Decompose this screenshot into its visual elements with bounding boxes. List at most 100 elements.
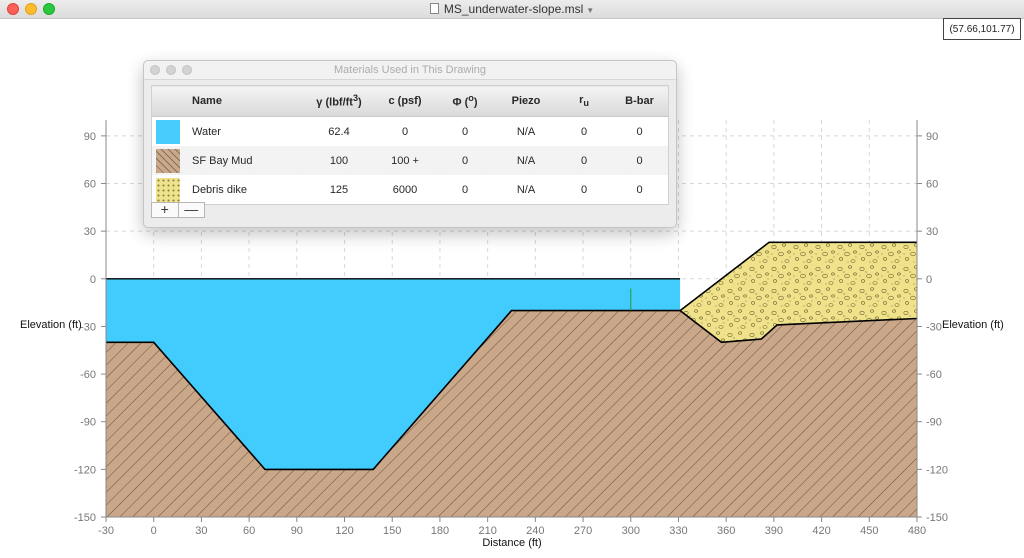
mud-region[interactable] bbox=[106, 310, 917, 517]
header-name[interactable]: Name bbox=[184, 85, 303, 117]
x-tick-label: 210 bbox=[478, 525, 496, 537]
gamma-symbol: γ bbox=[316, 96, 323, 109]
header-piezo[interactable]: Piezo bbox=[495, 85, 557, 117]
mud-swatch bbox=[156, 148, 180, 173]
x-tick-label: 150 bbox=[383, 525, 401, 537]
material-bbar: 0 bbox=[636, 183, 643, 196]
gamma-close: ) bbox=[358, 96, 362, 109]
window-titlebar: MS_underwater-slope.msl ▼ bbox=[0, 0, 1024, 19]
y-tick-label-left: -30 bbox=[80, 321, 96, 333]
x-tick-label: 450 bbox=[860, 525, 878, 537]
x-tick-label: 30 bbox=[195, 525, 207, 537]
material-gamma: 100 bbox=[303, 146, 375, 175]
y-tick-label-right: 0 bbox=[926, 274, 932, 286]
x-tick-label: 330 bbox=[669, 525, 687, 537]
material-bbar: 0 bbox=[636, 125, 643, 138]
material-piezo: N/A bbox=[516, 125, 536, 138]
x-tick-label: 60 bbox=[243, 525, 255, 537]
y-axis-title-left: Elevation (ft) bbox=[20, 319, 82, 331]
x-tick-label: 120 bbox=[335, 525, 353, 537]
y-tick-label-left: 30 bbox=[84, 226, 96, 238]
y-tick-label-right: -30 bbox=[926, 321, 942, 333]
remove-material-button[interactable]: — bbox=[184, 201, 199, 217]
y-tick-label-left: 60 bbox=[84, 179, 96, 191]
table-header-row: Name γ (lbf/ft3) c (psf) Φ (o) Piezo ru … bbox=[151, 85, 669, 117]
x-tick-label: 0 bbox=[151, 525, 157, 537]
material-piezo: N/A bbox=[516, 183, 536, 196]
y-tick-label-left: -60 bbox=[80, 369, 96, 381]
material-ru: 0 bbox=[580, 183, 588, 196]
y-tick-label-left: -90 bbox=[80, 417, 96, 429]
add-remove-bar: + — bbox=[151, 202, 205, 218]
header-gamma[interactable]: γ (lbf/ft3) bbox=[303, 85, 375, 117]
phi-degree: o bbox=[468, 93, 474, 104]
y-tick-label-left: 0 bbox=[90, 274, 96, 286]
x-tick-label: 390 bbox=[765, 525, 783, 537]
water-region[interactable] bbox=[106, 278, 681, 470]
header-swatch bbox=[151, 85, 184, 117]
header-phi[interactable]: Φ (o) bbox=[435, 85, 495, 117]
chevron-down-icon[interactable]: ▼ bbox=[586, 6, 595, 15]
add-material-button[interactable]: + bbox=[152, 202, 179, 217]
material-piezo: N/A bbox=[495, 146, 557, 175]
material-name: SF Bay Mud bbox=[184, 146, 303, 175]
panel-close-button[interactable] bbox=[150, 65, 160, 75]
header-bbar[interactable]: B-bar bbox=[611, 85, 669, 117]
material-name: Debris dike bbox=[192, 183, 248, 196]
x-tick-label: 420 bbox=[812, 525, 830, 537]
minimize-window-button[interactable] bbox=[25, 3, 37, 15]
material-phi: 0 bbox=[435, 146, 495, 175]
dike-region[interactable] bbox=[680, 242, 917, 343]
x-tick-label: 360 bbox=[717, 525, 735, 537]
gamma-unit: (lbf/ft bbox=[325, 96, 353, 109]
swatch-cell bbox=[152, 175, 185, 205]
x-tick-label: 240 bbox=[526, 525, 544, 537]
table-row[interactable]: SF Bay Mud 100 100 + 0 N/A 0 0 bbox=[151, 146, 669, 175]
materials-table[interactable]: Name γ (lbf/ft3) c (psf) Φ (o) Piezo ru … bbox=[151, 85, 669, 205]
material-ru: 0 bbox=[557, 146, 611, 175]
window-title-group[interactable]: MS_underwater-slope.msl ▼ bbox=[0, 2, 1024, 16]
x-tick-label: 300 bbox=[622, 525, 640, 537]
y-axis-title-right: Elevation (ft) bbox=[942, 319, 1004, 331]
panel-minimize-button[interactable] bbox=[166, 65, 176, 75]
material-cohesion: 0 bbox=[401, 125, 409, 138]
materials-panel[interactable]: Materials Used in This Drawing Name γ (l… bbox=[143, 60, 677, 228]
material-phi: 0 bbox=[461, 183, 469, 196]
y-tick-label-left: -120 bbox=[74, 464, 96, 476]
header-cohesion[interactable]: c (psf) bbox=[375, 85, 435, 117]
ru-base: r bbox=[579, 93, 584, 106]
panel-titlebar[interactable]: Materials Used in This Drawing bbox=[144, 61, 676, 80]
material-bbar: 0 bbox=[611, 146, 669, 175]
table-row[interactable]: Debris dike 125 6000 0 N/A 0 0 bbox=[152, 175, 669, 205]
panel-zoom-button[interactable] bbox=[182, 65, 192, 75]
phi-symbol: Φ bbox=[452, 96, 462, 109]
y-tick-label-right: 30 bbox=[926, 226, 938, 238]
coordinate-readout: (57.66,101.77) bbox=[943, 18, 1021, 40]
material-cohesion: 6000 bbox=[392, 183, 418, 196]
y-tick-label-left: -150 bbox=[74, 512, 96, 524]
x-tick-label: 270 bbox=[574, 525, 592, 537]
material-cohesion: 100 + bbox=[375, 146, 435, 175]
x-tick-label: 180 bbox=[431, 525, 449, 537]
y-tick-label-right: -150 bbox=[926, 512, 948, 524]
zoom-window-button[interactable] bbox=[43, 3, 55, 15]
phi-open: ( bbox=[464, 96, 469, 109]
y-tick-label-right: -60 bbox=[926, 369, 942, 381]
material-regions[interactable] bbox=[106, 241, 918, 517]
close-window-button[interactable] bbox=[7, 3, 19, 15]
table-row[interactable]: Water 62.4 0 0 N/A 0 0 bbox=[152, 117, 669, 147]
y-tick-label-right: -120 bbox=[926, 464, 948, 476]
swatch-cell bbox=[151, 146, 184, 175]
dike-surface-line bbox=[679, 241, 917, 312]
water-swatch bbox=[156, 119, 180, 144]
material-gamma: 62.4 bbox=[328, 125, 350, 138]
x-axis-title: Distance (ft) bbox=[482, 537, 541, 549]
y-tick-label-right: -90 bbox=[926, 417, 942, 429]
window-title: MS_underwater-slope.msl bbox=[443, 2, 584, 16]
material-gamma: 125 bbox=[329, 183, 349, 196]
x-tick-label: -30 bbox=[98, 525, 114, 537]
axes: -30 0 30 60 90 120 150 180 210 240 270 300 330 360 390… bbox=[74, 120, 948, 537]
header-ru[interactable]: ru bbox=[557, 85, 611, 117]
document-icon bbox=[429, 3, 439, 14]
